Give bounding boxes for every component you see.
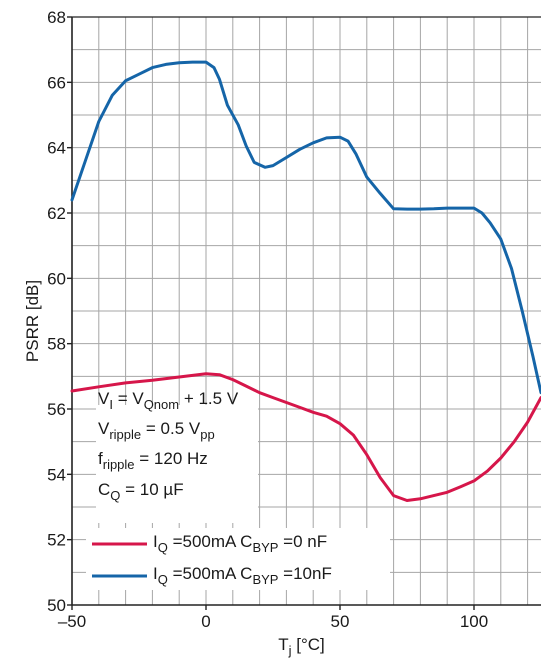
x-tick-label: 100	[460, 612, 488, 631]
y-tick-label: 68	[47, 8, 66, 27]
y-tick-label: 54	[47, 465, 66, 484]
legend-label-2: IQ =500mA CBYP =10nF	[153, 564, 332, 587]
tick-labels: 50 52 54 56 58 60 62 64 66 68 –50 0 50 100	[47, 8, 488, 631]
y-tick-label: 58	[47, 335, 66, 354]
series-line-2	[70, 60, 541, 395]
plot-frame	[67, 16, 541, 610]
condition-line-1: VI = VQnom + 1.5 V	[98, 389, 239, 412]
axis-labels: PSRR [dB] Tj [°C]	[23, 280, 325, 658]
y-tick-label: 50	[47, 596, 66, 615]
y-tick-label: 62	[47, 204, 66, 223]
y-axis-label: PSRR [dB]	[23, 280, 42, 362]
grid	[71, 16, 541, 606]
legend-label-1: IQ =500mA CBYP =0 nF	[153, 532, 327, 555]
legend: IQ =500mA CBYP =0 nF IQ =500mA CBYP =10nF	[86, 528, 390, 590]
y-tick-label: 60	[47, 269, 66, 288]
y-tick-label: 64	[47, 139, 66, 158]
x-axis-label: Tj [°C]	[278, 635, 325, 658]
y-tick-label: 66	[47, 73, 66, 92]
series-lines	[70, 60, 541, 502]
y-tick-label: 52	[47, 531, 66, 550]
x-tick-label: –50	[58, 612, 86, 631]
x-tick-label: 50	[331, 612, 350, 631]
x-tick-label: 0	[201, 612, 210, 631]
condition-line-4: CQ = 10 µF	[98, 480, 184, 503]
y-tick-label: 56	[47, 400, 66, 419]
conditions-box	[96, 405, 258, 523]
legend-box	[86, 528, 390, 590]
series-line-1	[70, 372, 541, 502]
condition-annotations: VI = VQnom + 1.5 V Vripple = 0.5 Vpp fripp…	[96, 389, 258, 523]
condition-line-2: Vripple = 0.5 Vpp	[98, 419, 215, 442]
condition-line-3: fripple = 120 Hz	[98, 449, 208, 472]
